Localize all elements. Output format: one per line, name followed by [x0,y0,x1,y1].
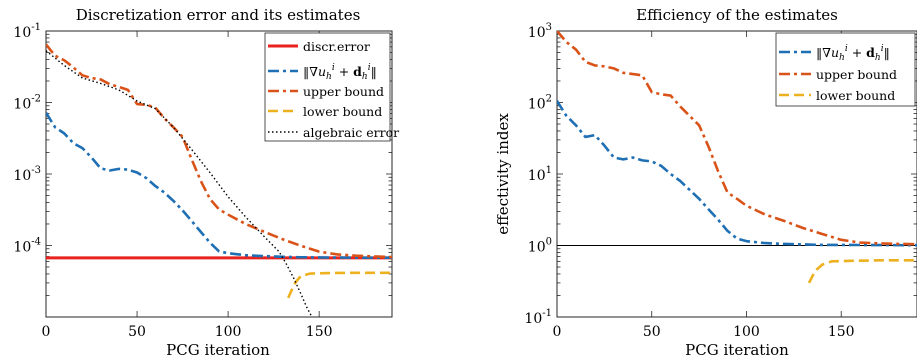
series-line-2 [46,43,392,259]
x-tick-label: 150 [306,324,333,340]
chart-right-y-axis-label: effectivity index [494,113,512,235]
legend-right-flux-norm: ‖∇uhi + dhi‖ [816,44,890,63]
chart-left-legend: discr.error upper bound lower bound alge… [264,32,399,142]
x-tick-label: 0 [553,324,562,340]
chart-left-title: Discretization error and its estimates [76,6,361,24]
legend-right-upper-bound: upper bound [816,67,897,82]
series-line-4 [46,50,313,317]
x-tick-label: 100 [733,324,760,340]
chart-right-series [557,31,917,284]
chart-right-y-tick-labels: 103 102 101 100 10-1 [524,22,552,327]
y-tick-label: 100 [528,237,552,256]
chart-right-legend: upper bound lower bound ‖∇uhi + dhi‖ [775,32,916,107]
y-tick-label: 102 [528,94,552,113]
series-line-2 [807,259,917,284]
chart-left-x-axis-label: PCG iteration [166,341,270,359]
x-tick-label: 150 [828,324,855,340]
chart-left-x-tick-labels: 0 50 100 150 [42,324,333,340]
chart-right-x-axis-label: PCG iteration [685,341,789,359]
y-tick-label: 10-1 [13,22,41,41]
x-tick-label: 0 [42,324,51,340]
legend-right-lower-bound: lower bound [816,88,895,103]
legend-left-discr-error: discr.error [303,39,370,54]
series-line-3 [287,271,392,299]
x-tick-label: 50 [128,324,146,340]
chart-right-title: Efficiency of the estimates [636,6,838,24]
legend-left-flux-norm: ‖∇uhi + dhi‖ [303,63,377,82]
chart-left-legend-box [264,32,391,142]
legend-left-algebraic-error: algebraic error [303,125,399,140]
y-tick-label: 10-4 [13,237,41,256]
chart-left: Discretization error and its estimates 1… [13,6,399,359]
x-tick-label: 50 [643,324,661,340]
legend-left-upper-bound: upper bound [303,84,384,99]
y-tick-label: 103 [528,22,552,41]
chart-right: Efficiency of the estimates 103 102 101 100… [494,6,917,359]
y-tick-label: 10-2 [13,94,41,113]
chart-left-y-tick-labels: 10-1 10-2 10-3 10-4 [13,22,41,256]
chart-right-x-tick-labels: 0 50 100 150 [553,324,855,340]
chart-right-legend-lines [779,50,811,97]
legend-left-lower-bound: lower bound [303,104,382,119]
series-line-1 [46,112,392,260]
y-tick-label: 101 [528,165,552,184]
series-line-0 [557,100,917,247]
chart-left-series [46,43,392,317]
y-tick-label: 10-3 [13,165,41,184]
x-tick-label: 100 [215,324,242,340]
chart-left-legend-lines [268,44,298,133]
y-tick-label: 10-1 [524,308,552,327]
